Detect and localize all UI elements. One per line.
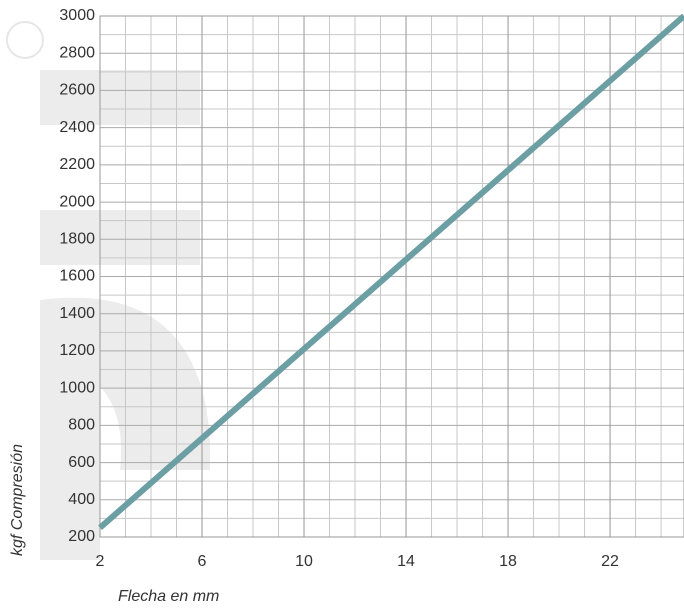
x-tick-label: 18 [499, 553, 517, 570]
x-tick-label: 2 [96, 553, 105, 570]
x-axis-label: Flecha en mm [118, 588, 219, 605]
plot-frame [99, 15, 684, 538]
y-tick-label: 1800 [59, 231, 95, 248]
watermark [6, 21, 210, 560]
y-tick-label: 1600 [59, 268, 95, 285]
x-tick-label: 6 [198, 553, 207, 570]
y-tick-label: 200 [68, 528, 95, 545]
y-tick-label: 1000 [59, 379, 95, 396]
x-tick-label: 10 [295, 553, 313, 570]
y-tick-label: 2200 [59, 156, 95, 173]
y-tick-label: 2000 [59, 193, 95, 210]
y-tick-label: 1400 [59, 305, 95, 322]
y-tick-label: 2600 [59, 82, 95, 99]
y-tick-label: 800 [68, 417, 95, 434]
y-tick-label: 2800 [59, 44, 95, 61]
y-tick-label: 1200 [59, 342, 95, 359]
y-tick-label: 2400 [59, 119, 95, 136]
x-tick-label: 14 [397, 553, 415, 570]
y-tick-label: 600 [68, 454, 95, 471]
y-tick-label: 400 [68, 491, 95, 508]
y-axis-label: kgf Compresión [9, 444, 26, 556]
y-tick-label: 3000 [59, 7, 95, 24]
line [98, 13, 684, 530]
x-tick-label: 22 [601, 553, 619, 570]
